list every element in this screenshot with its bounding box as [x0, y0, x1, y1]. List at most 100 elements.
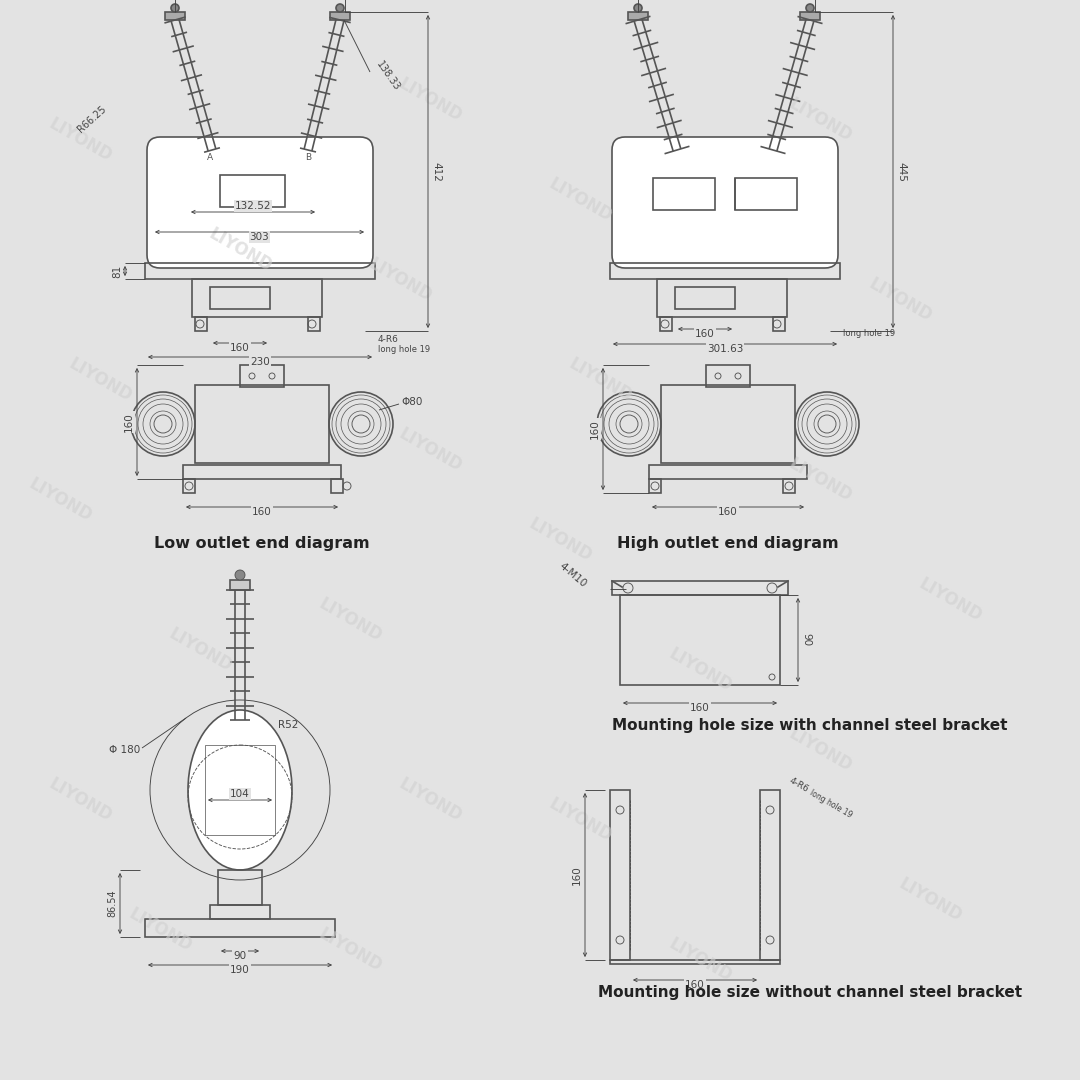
Text: 230: 230 — [251, 357, 270, 367]
Text: 160: 160 — [252, 507, 272, 517]
Bar — [192, 279, 322, 318]
Text: LIYOND: LIYOND — [785, 455, 855, 505]
Text: 301.63: 301.63 — [706, 345, 743, 354]
Text: 445: 445 — [896, 162, 906, 181]
Bar — [675, 287, 735, 309]
Text: Φ80: Φ80 — [401, 397, 422, 407]
Bar — [230, 580, 249, 590]
Bar — [210, 905, 270, 919]
Text: 90: 90 — [233, 951, 246, 961]
Text: 86.54: 86.54 — [107, 890, 117, 917]
Text: 160: 160 — [572, 865, 582, 885]
Bar — [145, 264, 375, 279]
Text: 160: 160 — [124, 413, 134, 432]
Text: LIYOND: LIYOND — [895, 875, 964, 926]
Bar — [612, 581, 788, 595]
Bar — [240, 365, 284, 387]
Text: 190: 190 — [230, 966, 249, 975]
Bar — [649, 465, 807, 480]
Circle shape — [235, 570, 245, 580]
Bar — [330, 480, 343, 492]
Circle shape — [171, 4, 179, 12]
Bar — [220, 175, 285, 207]
Bar — [660, 318, 672, 330]
Bar — [145, 919, 335, 937]
Bar — [210, 287, 270, 309]
FancyBboxPatch shape — [147, 137, 373, 268]
Text: 138.33: 138.33 — [374, 59, 402, 93]
Text: LIYOND: LIYOND — [205, 225, 275, 275]
Text: LIYOND: LIYOND — [865, 274, 935, 325]
Bar — [783, 480, 795, 492]
Text: 160: 160 — [230, 343, 249, 353]
Bar — [760, 789, 780, 960]
Text: Low outlet end diagram: Low outlet end diagram — [154, 536, 369, 551]
Bar — [706, 365, 750, 387]
Bar — [735, 178, 797, 210]
Bar — [800, 12, 820, 21]
Text: LIYOND: LIYOND — [545, 175, 615, 226]
Text: LIYOND: LIYOND — [395, 774, 464, 825]
Text: Φ 180: Φ 180 — [109, 745, 140, 755]
Text: LIYOND: LIYOND — [165, 624, 234, 675]
Bar — [610, 789, 630, 960]
Bar — [308, 318, 320, 330]
Text: LIYOND: LIYOND — [395, 75, 464, 125]
Text: long hole 19: long hole 19 — [843, 329, 895, 338]
Text: LIYOND: LIYOND — [665, 645, 734, 696]
Circle shape — [634, 4, 642, 12]
Text: 4-M10: 4-M10 — [557, 562, 589, 590]
Text: LIYOND: LIYOND — [365, 255, 435, 306]
Bar — [773, 318, 785, 330]
Text: LIYOND: LIYOND — [45, 114, 114, 165]
Text: 90: 90 — [801, 634, 811, 647]
Text: LIYOND: LIYOND — [525, 515, 595, 565]
Bar — [653, 178, 715, 210]
Bar — [657, 279, 787, 318]
Text: 303: 303 — [249, 232, 269, 242]
Text: 4-R6: 4-R6 — [378, 335, 399, 343]
Text: 104: 104 — [230, 789, 249, 799]
Bar — [610, 264, 840, 279]
Bar — [627, 12, 648, 21]
Text: 132.52: 132.52 — [234, 201, 271, 211]
Bar — [610, 960, 780, 964]
FancyBboxPatch shape — [612, 137, 838, 268]
Text: LIYOND: LIYOND — [785, 725, 855, 775]
Ellipse shape — [188, 710, 292, 870]
Text: A: A — [207, 153, 213, 162]
Text: LIYOND: LIYOND — [65, 354, 135, 405]
Text: LIYOND: LIYOND — [45, 774, 114, 825]
Text: R66.25: R66.25 — [76, 105, 108, 135]
Bar — [183, 465, 341, 480]
Text: 160: 160 — [590, 419, 600, 438]
Bar — [620, 595, 780, 685]
Bar — [661, 384, 795, 463]
Text: LIYOND: LIYOND — [785, 95, 855, 146]
Text: 412: 412 — [431, 162, 441, 181]
Text: Mounting hole size with channel steel bracket: Mounting hole size with channel steel br… — [612, 718, 1008, 733]
Text: LIYOND: LIYOND — [395, 424, 464, 475]
Text: 160: 160 — [696, 329, 715, 339]
Text: 81: 81 — [112, 265, 122, 278]
Circle shape — [336, 4, 345, 12]
Text: Mounting hole size without channel steel bracket: Mounting hole size without channel steel… — [598, 985, 1022, 1000]
Text: LIYOND: LIYOND — [125, 905, 194, 956]
Text: B: B — [305, 153, 311, 162]
Bar — [330, 12, 350, 21]
Text: R52: R52 — [278, 720, 298, 730]
Text: LIYOND: LIYOND — [545, 795, 615, 846]
Text: LIYOND: LIYOND — [315, 595, 384, 646]
Text: 160: 160 — [690, 703, 710, 713]
Text: LIYOND: LIYOND — [665, 934, 734, 985]
Bar — [649, 480, 661, 492]
Bar — [205, 745, 275, 835]
Text: LIYOND: LIYOND — [915, 575, 985, 625]
Bar — [195, 318, 207, 330]
Text: LIYOND: LIYOND — [565, 354, 635, 405]
Text: LIYOND: LIYOND — [25, 475, 95, 525]
Text: long hole 19: long hole 19 — [808, 788, 853, 820]
Text: 160: 160 — [718, 507, 738, 517]
Text: LIYOND: LIYOND — [315, 924, 384, 975]
Text: 160: 160 — [685, 980, 705, 990]
